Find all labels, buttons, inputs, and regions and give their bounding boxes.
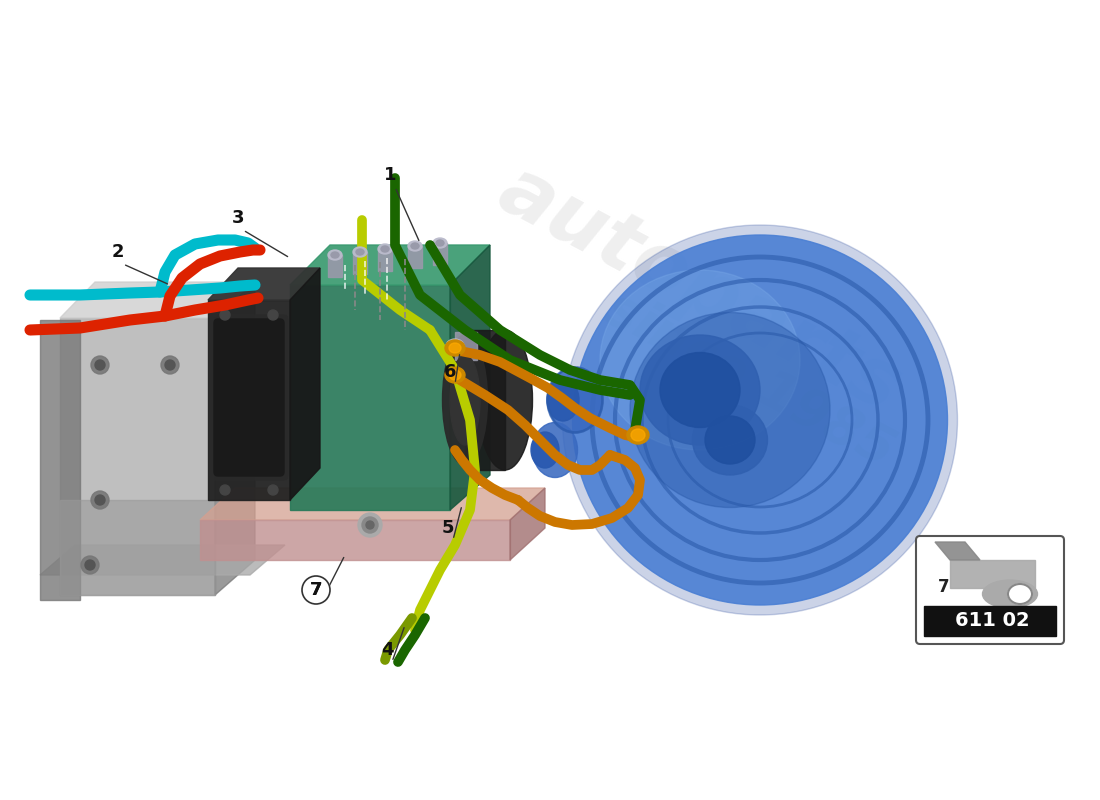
Bar [950, 560, 1035, 588]
Ellipse shape [446, 367, 465, 383]
Ellipse shape [547, 379, 579, 421]
Bar [465, 330, 505, 470]
Ellipse shape [356, 249, 364, 255]
Ellipse shape [450, 355, 480, 445]
Ellipse shape [1008, 584, 1032, 604]
Polygon shape [290, 268, 320, 500]
Ellipse shape [640, 335, 760, 445]
Polygon shape [290, 245, 490, 285]
Polygon shape [290, 285, 450, 510]
Ellipse shape [532, 422, 578, 478]
Circle shape [220, 310, 230, 320]
FancyBboxPatch shape [926, 559, 1059, 629]
Text: autoparts: autoparts [486, 151, 914, 429]
Ellipse shape [660, 353, 740, 427]
Bar [328, 255, 342, 277]
Polygon shape [200, 488, 544, 520]
Polygon shape [208, 300, 290, 500]
Polygon shape [935, 542, 980, 560]
Bar [408, 246, 422, 268]
Text: 7: 7 [310, 581, 322, 599]
Circle shape [91, 491, 109, 509]
Ellipse shape [627, 426, 649, 444]
Polygon shape [40, 320, 80, 600]
Ellipse shape [446, 339, 464, 353]
Ellipse shape [436, 240, 444, 246]
Ellipse shape [449, 370, 461, 380]
Circle shape [85, 560, 95, 570]
Text: 2: 2 [112, 243, 124, 261]
Circle shape [165, 360, 175, 370]
Polygon shape [510, 488, 544, 560]
Bar [433, 243, 447, 265]
Ellipse shape [378, 244, 392, 254]
Text: 6: 6 [443, 363, 456, 381]
Circle shape [362, 517, 378, 533]
Polygon shape [200, 520, 510, 560]
Polygon shape [208, 268, 320, 300]
Ellipse shape [982, 580, 1037, 608]
Text: 3: 3 [232, 209, 244, 227]
Polygon shape [450, 245, 490, 510]
Bar [924, 606, 1056, 636]
Circle shape [268, 310, 278, 320]
Ellipse shape [381, 246, 389, 252]
Bar [455, 332, 477, 360]
Circle shape [302, 576, 330, 604]
Polygon shape [60, 282, 255, 318]
FancyBboxPatch shape [214, 319, 284, 476]
Circle shape [161, 356, 179, 374]
FancyBboxPatch shape [210, 315, 288, 480]
Ellipse shape [331, 252, 339, 258]
Ellipse shape [548, 367, 603, 433]
Ellipse shape [705, 416, 755, 464]
Bar [378, 249, 392, 271]
Ellipse shape [449, 343, 461, 353]
Text: 611 02: 611 02 [955, 611, 1030, 630]
Text: 1: 1 [384, 166, 396, 184]
Ellipse shape [630, 313, 830, 507]
Polygon shape [214, 282, 255, 595]
Ellipse shape [600, 270, 800, 450]
Text: 7: 7 [938, 578, 949, 596]
Circle shape [91, 356, 109, 374]
Circle shape [220, 485, 230, 495]
Circle shape [358, 513, 382, 537]
Circle shape [95, 360, 104, 370]
Polygon shape [60, 500, 215, 595]
Text: 7: 7 [310, 581, 322, 599]
Ellipse shape [531, 432, 559, 468]
Circle shape [366, 521, 374, 529]
Ellipse shape [353, 247, 367, 257]
Ellipse shape [631, 429, 645, 441]
Ellipse shape [442, 335, 487, 465]
Polygon shape [60, 318, 215, 595]
Ellipse shape [572, 235, 947, 605]
Ellipse shape [477, 330, 532, 470]
Text: 4: 4 [381, 641, 394, 659]
Ellipse shape [408, 241, 422, 251]
Circle shape [81, 556, 99, 574]
Ellipse shape [411, 243, 419, 249]
Text: 5: 5 [442, 519, 454, 537]
Polygon shape [80, 340, 200, 580]
Circle shape [95, 495, 104, 505]
Ellipse shape [328, 250, 342, 260]
Text: since 1985: since 1985 [597, 282, 903, 478]
Ellipse shape [446, 340, 465, 356]
Bar [353, 252, 367, 274]
Ellipse shape [433, 238, 447, 248]
Polygon shape [40, 545, 285, 575]
FancyBboxPatch shape [916, 536, 1064, 644]
Circle shape [268, 485, 278, 495]
Ellipse shape [693, 405, 768, 475]
Ellipse shape [562, 225, 957, 615]
